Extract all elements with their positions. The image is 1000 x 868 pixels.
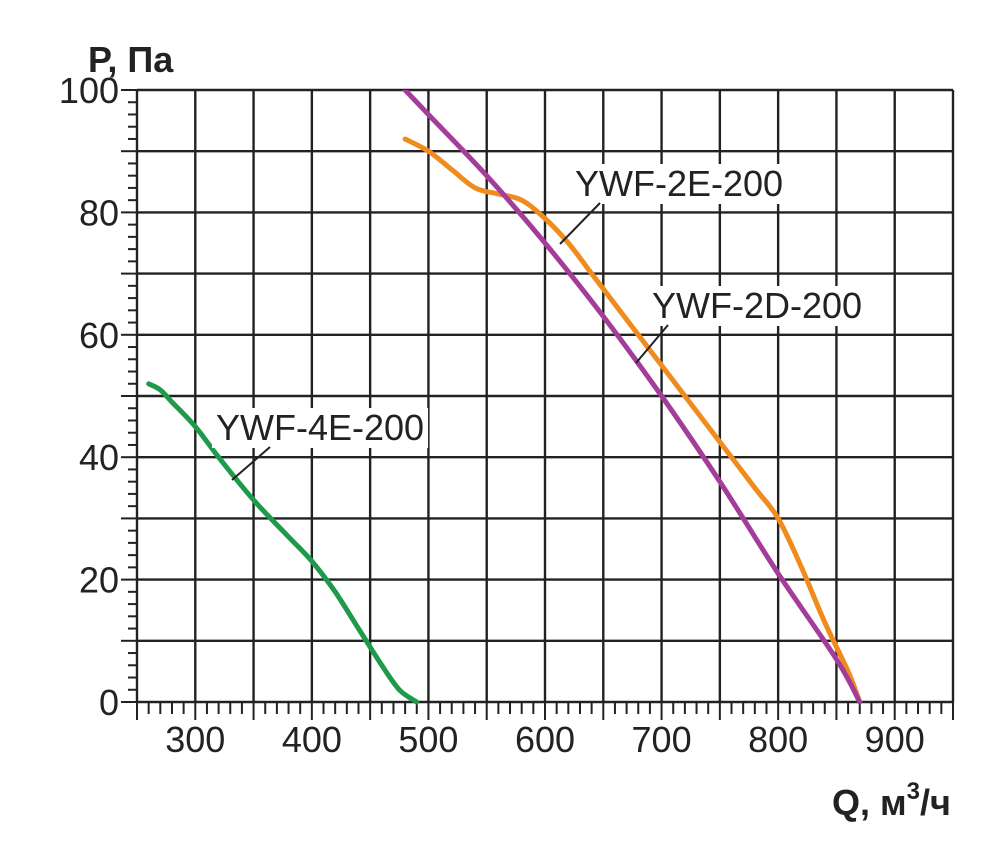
leader-line [231, 446, 271, 481]
x-tick-label: 400 [282, 719, 342, 760]
leader-line [559, 202, 601, 245]
series-lines [146, 90, 863, 705]
x-axis-title-sup: 3 [907, 778, 920, 805]
x-tick-label: 900 [865, 719, 925, 760]
y-axis-title: P, Па [88, 39, 174, 80]
y-tick-label: 80 [79, 192, 119, 233]
x-axis-title: Q, м3/ч [832, 778, 951, 823]
tick-labels: 300 400 500 600 700 800 900 0 20 40 60 80 100 [59, 70, 925, 760]
series-line-ywf-2d-200 [401, 90, 863, 705]
x-tick-label: 800 [748, 719, 808, 760]
x-tick-label: 300 [165, 719, 225, 760]
y-tick-label: 100 [59, 70, 119, 111]
axes [121, 89, 954, 720]
series-line-ywf-4e-200 [146, 381, 420, 705]
x-axis-title-tail: /ч [920, 782, 951, 823]
y-tick-label: 20 [79, 560, 119, 601]
series-label: YWF-4E-200 [216, 407, 424, 448]
x-tick-label: 600 [515, 719, 575, 760]
series-label-background [212, 408, 429, 448]
x-axis-title-main: Q, м [832, 782, 907, 823]
x-tick-label: 500 [398, 719, 458, 760]
y-tick-label: 60 [79, 315, 119, 356]
x-tick-label: 700 [632, 719, 692, 760]
series-label-background [648, 286, 867, 326]
annotations: YWF-2E-200 YWF-2D-200 YWF-4E-200 [212, 163, 867, 481]
leader-line [635, 324, 669, 364]
y-tick-label: 40 [79, 437, 119, 478]
grid [135, 88, 955, 704]
series-label: YWF-2D-200 [652, 285, 862, 326]
y-tick-label: 0 [99, 682, 119, 723]
series-line-ywf-2e-200 [402, 136, 863, 705]
series-label-background [571, 164, 788, 204]
series-label: YWF-2E-200 [575, 163, 783, 204]
